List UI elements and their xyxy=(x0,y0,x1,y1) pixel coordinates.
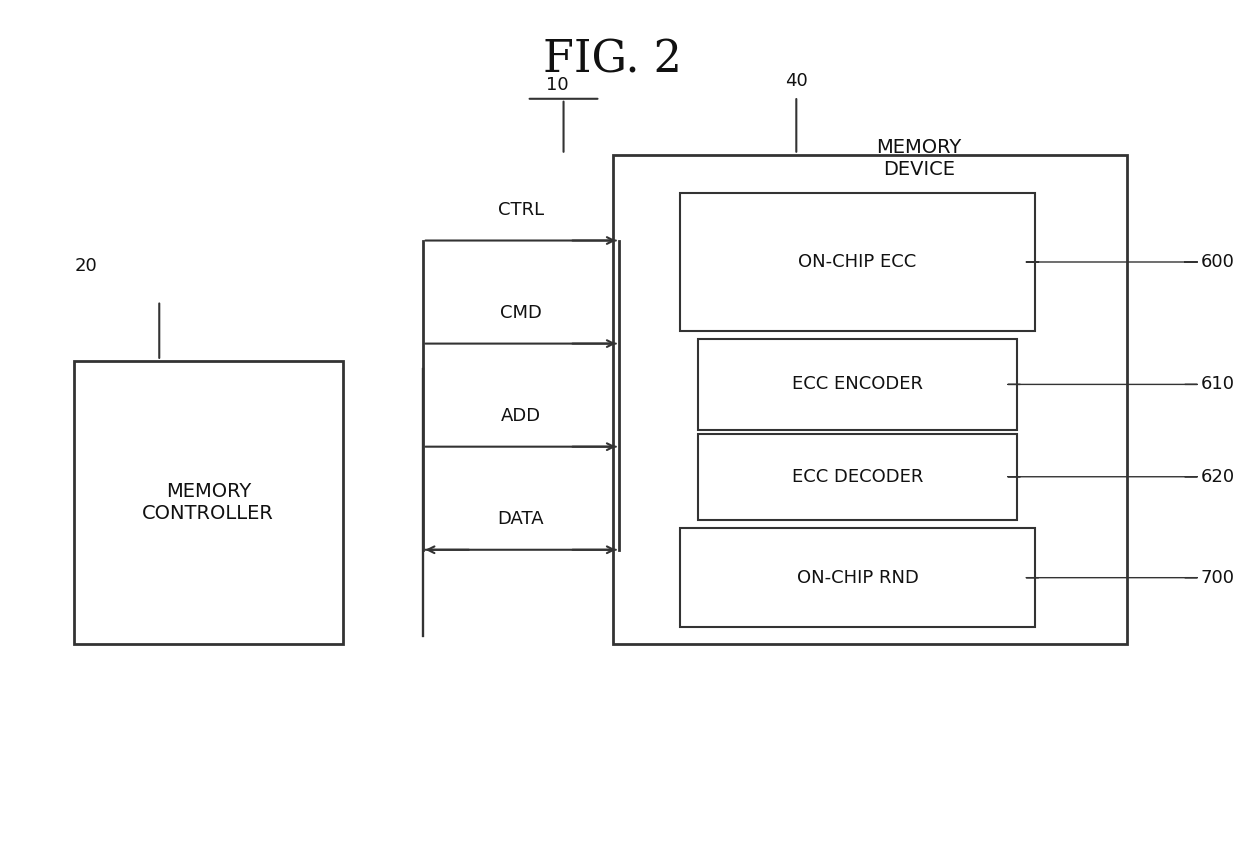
Text: DATA: DATA xyxy=(497,510,544,528)
Text: ADD: ADD xyxy=(501,407,541,425)
Text: ON-CHIP RND: ON-CHIP RND xyxy=(796,569,919,587)
Text: MEMORY
DEVICE: MEMORY DEVICE xyxy=(877,138,961,180)
Text: CMD: CMD xyxy=(500,304,542,322)
FancyBboxPatch shape xyxy=(698,434,1017,520)
Text: ON-CHIP ECC: ON-CHIP ECC xyxy=(799,253,916,271)
FancyBboxPatch shape xyxy=(680,193,1035,331)
Text: 700: 700 xyxy=(1200,569,1235,587)
Text: 40: 40 xyxy=(785,72,807,90)
FancyBboxPatch shape xyxy=(73,361,343,644)
Text: 610: 610 xyxy=(1200,375,1235,393)
Text: 600: 600 xyxy=(1200,253,1235,271)
Text: 20: 20 xyxy=(74,257,97,275)
FancyBboxPatch shape xyxy=(680,528,1035,627)
Text: CTRL: CTRL xyxy=(497,201,543,219)
Text: ECC ENCODER: ECC ENCODER xyxy=(792,375,923,393)
FancyBboxPatch shape xyxy=(698,339,1017,430)
Text: 10: 10 xyxy=(546,76,569,94)
Text: MEMORY
CONTROLLER: MEMORY CONTROLLER xyxy=(143,482,274,523)
Text: 620: 620 xyxy=(1200,468,1235,485)
FancyBboxPatch shape xyxy=(613,155,1127,644)
Text: FIG. 2: FIG. 2 xyxy=(543,39,682,82)
Text: ECC DECODER: ECC DECODER xyxy=(792,468,924,485)
